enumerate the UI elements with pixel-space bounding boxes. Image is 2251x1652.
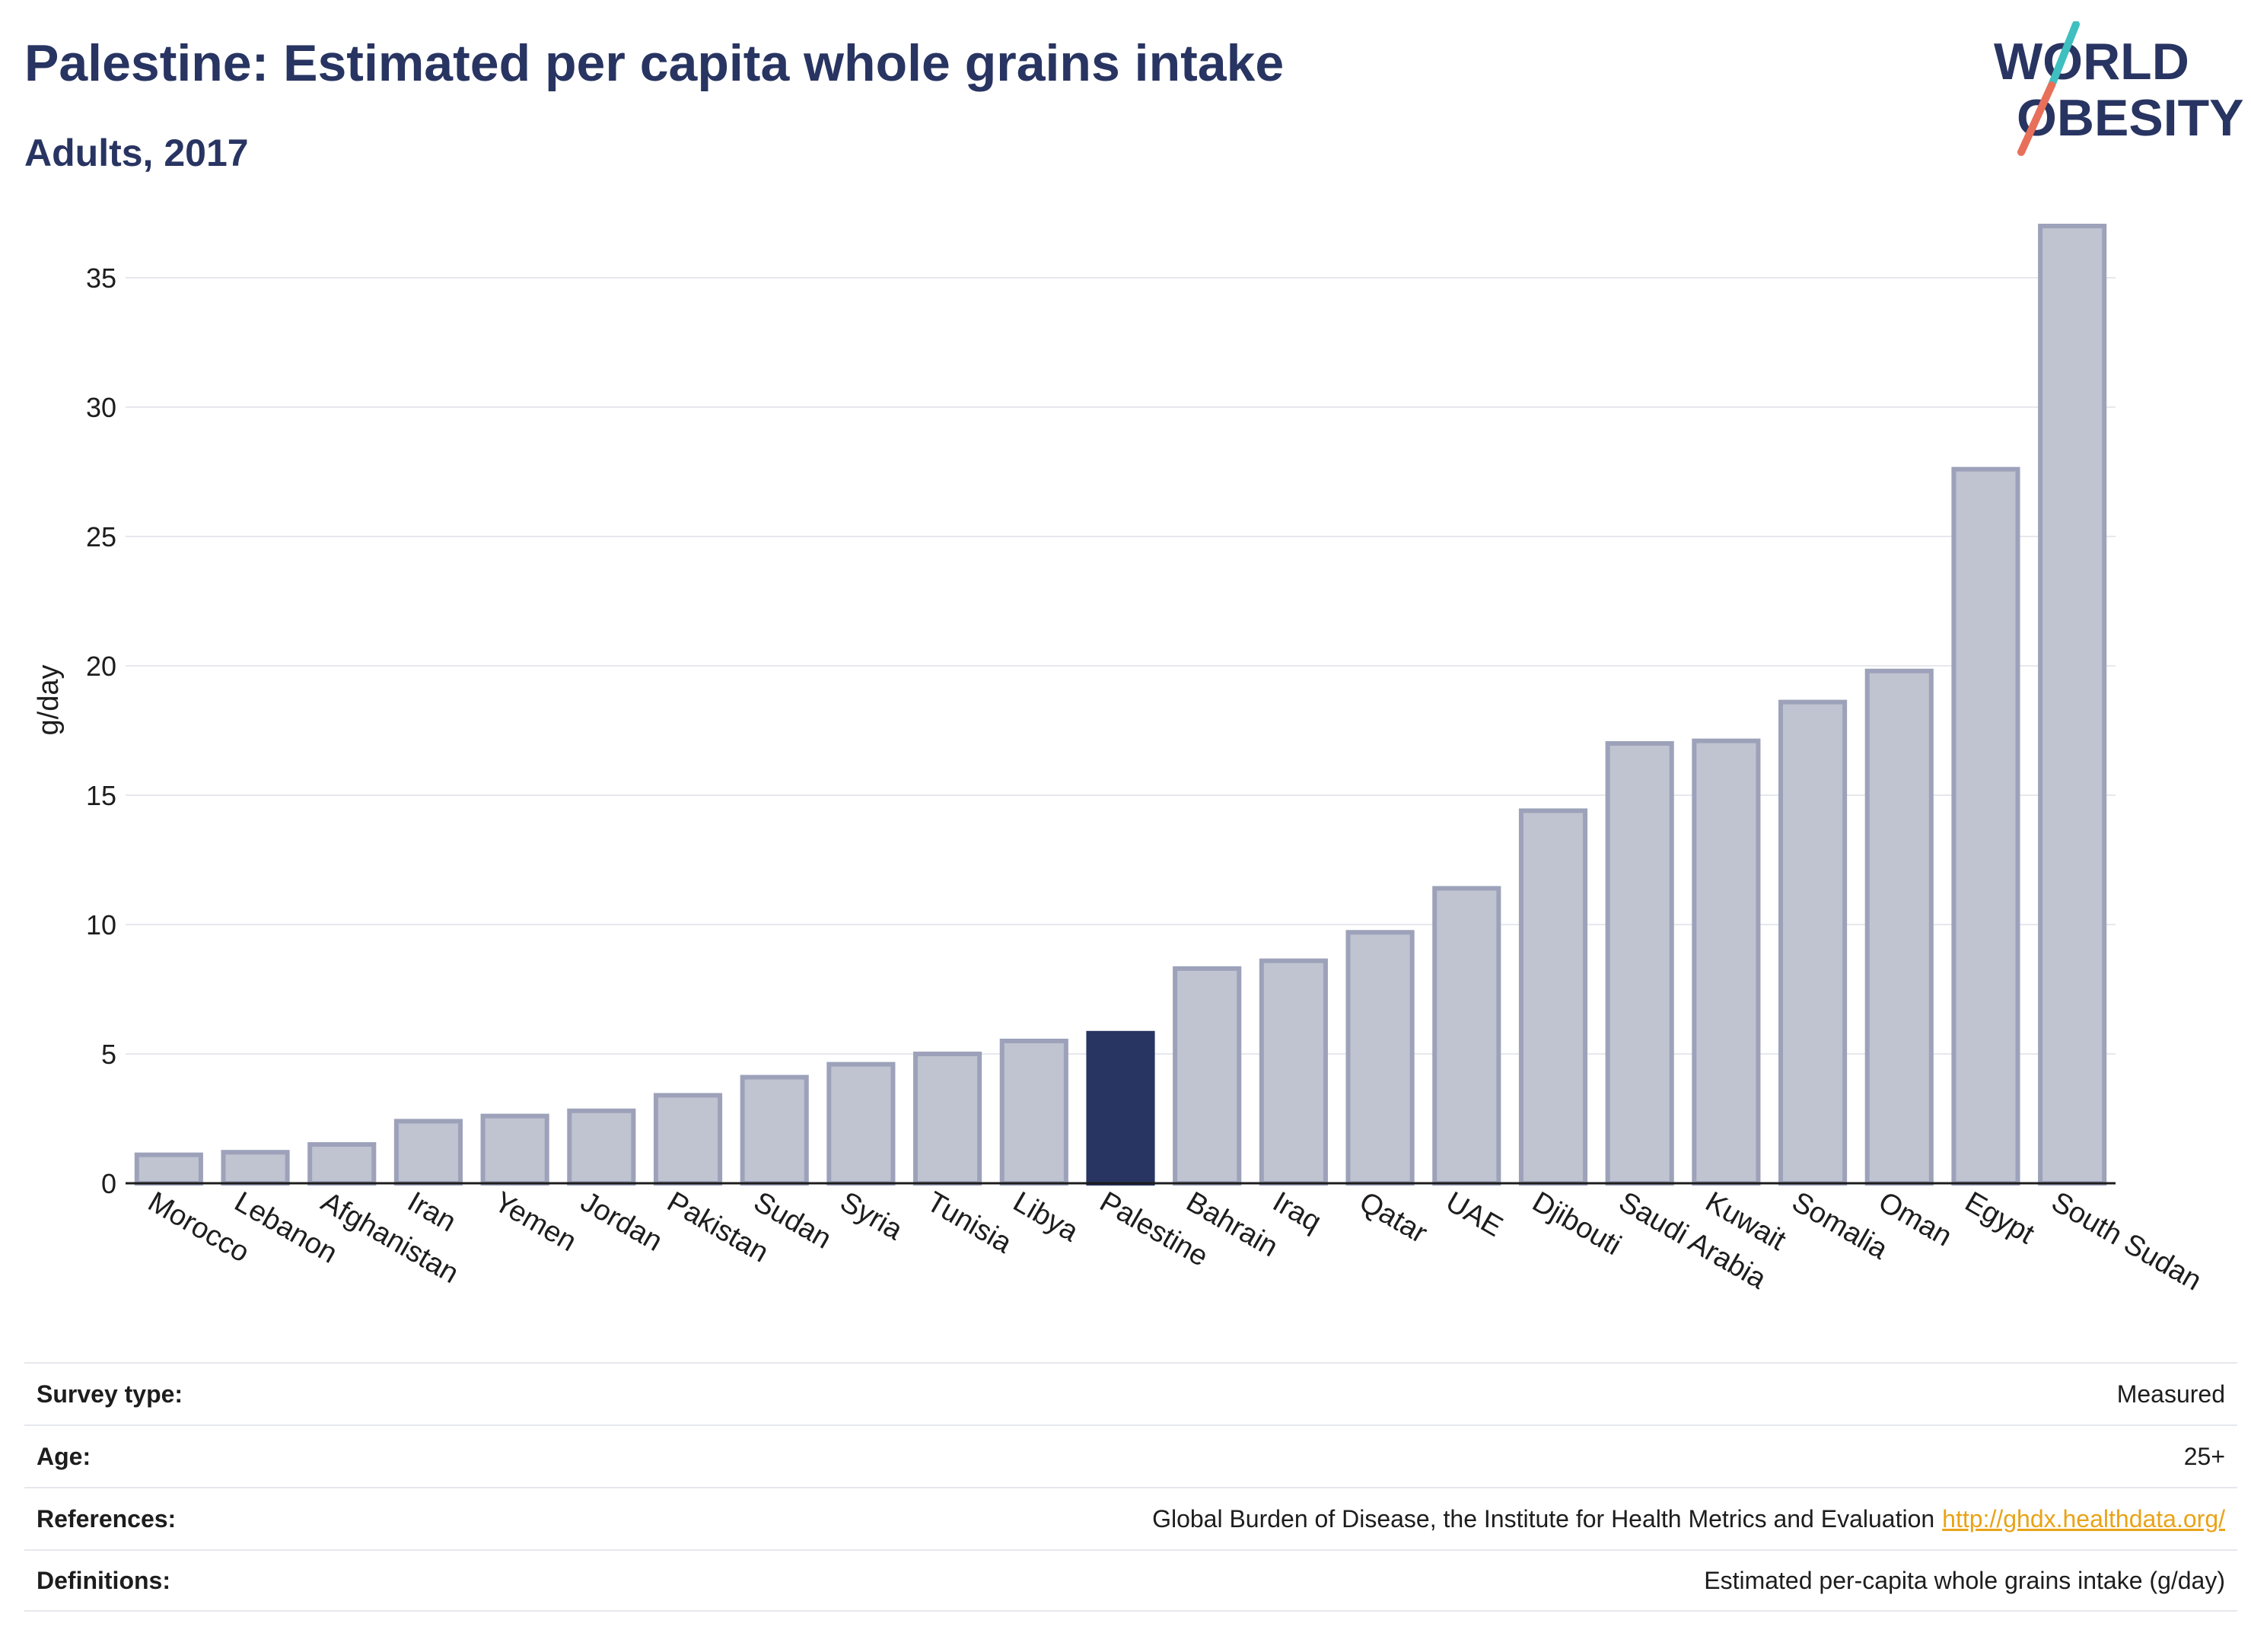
bar-saudi-arabia (1605, 741, 1674, 1186)
bar-qatar (1345, 930, 1415, 1186)
survey-type-value: Measured (2116, 1380, 2225, 1408)
x-tick-label: Iraq (1267, 1186, 1326, 1238)
logo-text-obesity: OBESITY (2017, 89, 2244, 147)
references-link[interactable]: http://ghdx.healthdata.org/ (1942, 1504, 2225, 1533)
references-label: References: (37, 1504, 177, 1533)
bar-kuwait (1692, 738, 1761, 1186)
age-label: Age: (37, 1442, 91, 1470)
bar-sudan (740, 1074, 809, 1186)
y-tick-label: 0 (101, 1168, 116, 1199)
bar-syria (826, 1062, 896, 1186)
info-row-definitions: Definitions: Estimated per-capita whole … (24, 1549, 2237, 1612)
y-tick-label: 15 (86, 780, 116, 811)
y-tick-label: 20 (86, 651, 116, 682)
world-obesity-logo: WORLD OBESITY (1994, 21, 2244, 156)
definitions-label: Definitions: (37, 1566, 170, 1594)
x-tick-label: Tunisia (922, 1186, 1018, 1259)
bar-pakistan (653, 1093, 723, 1186)
info-table: Survey type: Measured Age: 25+ Reference… (24, 1362, 2237, 1612)
y-tick-label: 25 (86, 521, 116, 552)
bar-chart: 05101520253035MoroccoLebanonAfghanistanI… (33, 224, 2207, 1297)
bar-iraq (1259, 958, 1328, 1186)
bar-jordan (567, 1108, 636, 1186)
bar-bahrain (1173, 966, 1242, 1186)
x-tick-label: UAE (1441, 1186, 1508, 1243)
y-tick-label: 10 (86, 909, 116, 941)
bars (134, 224, 2107, 1186)
age-value: 25+ (2183, 1442, 2225, 1470)
bar-yemen (480, 1113, 549, 1186)
x-tick-label: Qatar (1354, 1186, 1433, 1249)
bar-iran (393, 1119, 463, 1186)
bar-lebanon (221, 1150, 290, 1186)
y-axis-label: g/day (33, 665, 65, 736)
bar-uae (1432, 886, 1501, 1186)
x-tick-label: Jordan (575, 1186, 668, 1257)
bar-morocco (134, 1152, 203, 1186)
info-row-age: Age: 25+ (24, 1424, 2237, 1487)
bar-palestine (1086, 1030, 1155, 1186)
x-tick-label: Iran (402, 1186, 461, 1238)
y-tick-label: 30 (86, 392, 116, 423)
bar-egypt (1951, 466, 2020, 1186)
bar-afghanistan (307, 1142, 377, 1186)
x-tick-label: Somalia (1787, 1186, 1894, 1265)
references-text: Global Burden of Disease, the Institute … (1152, 1504, 1935, 1533)
definitions-value: Estimated per-capita whole grains intake… (1704, 1566, 2225, 1594)
bar-oman (1864, 668, 1934, 1186)
y-tick-label: 5 (101, 1039, 116, 1070)
logo-text-world: WORLD (1994, 33, 2189, 91)
bar-south-sudan (2038, 224, 2107, 1186)
x-tick-label: Syria (835, 1186, 909, 1246)
survey-type-label: Survey type: (37, 1380, 183, 1408)
x-tick-label: Libya (1008, 1186, 1084, 1248)
chart-title: Palestine: Estimated per capita whole gr… (24, 34, 1285, 92)
x-tick-label: South Sudan (2046, 1186, 2207, 1297)
y-tick-label: 35 (86, 263, 116, 294)
x-tick-label: Yemen (489, 1186, 581, 1258)
info-row-references: References: Global Burden of Disease, th… (24, 1487, 2237, 1549)
bar-tunisia (913, 1052, 982, 1186)
logo-slash-coral (2017, 81, 2055, 156)
x-tick-label: Egypt (1960, 1186, 2040, 1250)
bar-djibouti (1518, 808, 1588, 1186)
info-row-survey-type: Survey type: Measured (24, 1362, 2237, 1424)
x-tick-label: Djibouti (1527, 1186, 1626, 1262)
logo-slash-teal (2048, 21, 2080, 89)
bar-somalia (1778, 699, 1848, 1186)
references-value: Global Burden of Disease, the Institute … (1152, 1505, 2225, 1533)
chart-subtitle: Adults, 2017 (24, 132, 249, 174)
bar-libya (999, 1039, 1068, 1186)
